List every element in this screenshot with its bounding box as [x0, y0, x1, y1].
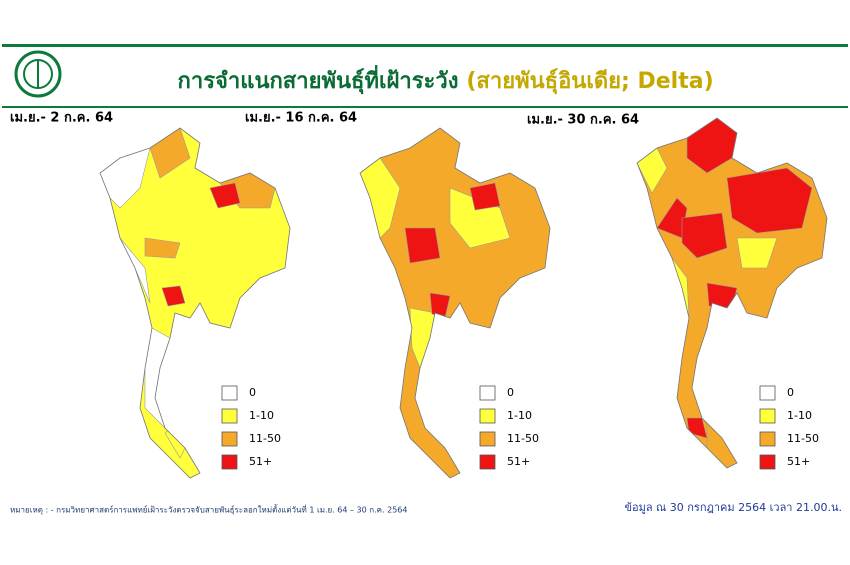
footnote: หมายเหตุ : - กรมวิทยาศาสตร์การแพทย์เฝ้าร… [10, 504, 407, 515]
legend-swatch [479, 431, 496, 447]
legend-label: 0 [787, 386, 794, 399]
legend-label: 51+ [507, 455, 530, 468]
thailand-map [636, 117, 828, 469]
subtitle: (สายพันธุ์อินเดีย; Delta) [466, 68, 713, 95]
data-date: ข้อมูล ณ 30 กรกฎาคม 2564 เวลา 21.00.น. [624, 501, 842, 514]
legend-swatch [479, 385, 496, 401]
legend-swatch [221, 385, 238, 401]
map-date-label: เม.ย.- 30 ก.ค. 64 [527, 113, 639, 128]
legend-label: 1-10 [787, 409, 812, 422]
legend-swatch [759, 454, 776, 470]
province-area [404, 227, 441, 264]
province-area [469, 182, 501, 211]
legend-label: 11-50 [507, 432, 539, 445]
legend-label: 11-50 [787, 432, 819, 445]
province-area [161, 285, 186, 307]
logo [14, 50, 62, 98]
top-rule [2, 44, 848, 47]
maps: เม.ย.- 2 ก.ค. 64 0 1-10 11-50 51+ เม.ย.- 16 ก… [10, 111, 828, 479]
legend-label: 1-10 [507, 409, 532, 422]
legend-swatch [759, 385, 776, 401]
legend-label: 0 [507, 386, 514, 399]
legend-swatch [759, 431, 776, 447]
map-date-label: เม.ย.- 16 ก.ค. 64 [245, 111, 357, 126]
map-outline [99, 127, 291, 479]
provinces [637, 118, 827, 468]
legend-label: 51+ [249, 455, 272, 468]
legend-swatch [221, 454, 238, 470]
legend-swatch [479, 454, 496, 470]
provinces [100, 128, 290, 478]
province-area [144, 237, 181, 259]
legend-swatch [221, 431, 238, 447]
map-outline [636, 117, 828, 469]
legend-swatch [759, 408, 776, 424]
legend-label: 51+ [787, 455, 810, 468]
legend-swatch [479, 408, 496, 424]
title: การจำแนกสายพันธุ์ที่เฝ้าระวัง [178, 64, 459, 95]
map-outline [359, 127, 551, 479]
province-area [726, 167, 813, 234]
legend-swatch [221, 408, 238, 424]
province-area [681, 212, 728, 259]
legend-label: 0 [249, 386, 256, 399]
province-area [736, 237, 778, 269]
map-date-label: เม.ย.- 2 ก.ค. 64 [10, 111, 113, 126]
legend-label: 1-10 [249, 409, 274, 422]
header-rule [2, 106, 848, 108]
provinces [360, 128, 550, 478]
thailand-map [359, 127, 551, 479]
legend-label: 11-50 [249, 432, 281, 445]
province-area [656, 197, 688, 239]
thailand-map [99, 127, 291, 479]
province-area [209, 182, 241, 209]
